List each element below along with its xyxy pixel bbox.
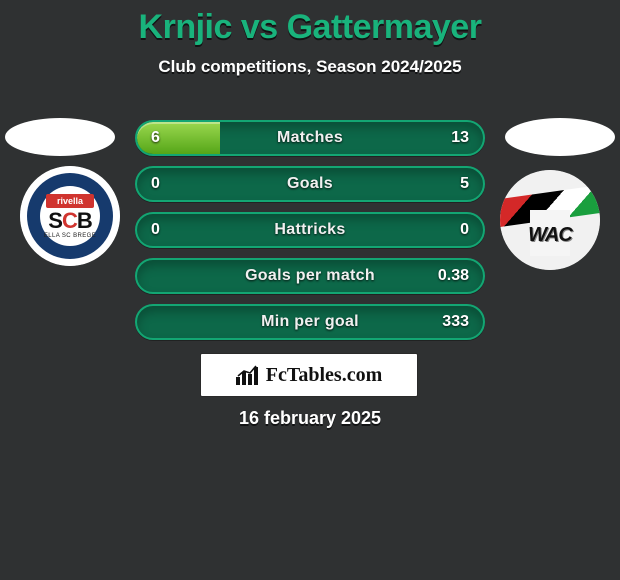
stat-bar: 0.38Goals per match: [135, 258, 485, 294]
branding-box[interactable]: FcTables.com: [200, 353, 418, 397]
stat-label: Goals: [137, 168, 483, 200]
club-abbrev-left: SCB: [48, 210, 91, 232]
player-photo-right: [505, 118, 615, 156]
club-badge-left: rivella SCB ELLA SC BREGE: [20, 166, 120, 266]
stat-bar: 00Hattricks: [135, 212, 485, 248]
brand-label: FcTables.com: [266, 364, 382, 387]
season-subtitle: Club competitions, Season 2024/2025: [0, 57, 620, 77]
stat-bars: 613Matches 05Goals 00Hattricks 0.38Goals pe…: [135, 120, 485, 350]
stat-label: Hattricks: [137, 214, 483, 246]
club-badge-right: WAC: [500, 170, 600, 270]
stat-label: Matches: [137, 122, 483, 154]
stat-bar: 05Goals: [135, 166, 485, 202]
stat-label: Min per goal: [137, 306, 483, 338]
club-abbrev-right: WAC: [500, 224, 600, 247]
bar-chart-icon: [236, 365, 260, 385]
page-title: Krnjic vs Gattermayer: [0, 0, 620, 47]
stat-bar: 333Min per goal: [135, 304, 485, 340]
club-subtext-left: ELLA SC BREGE: [44, 233, 96, 239]
stat-bar: 613Matches: [135, 120, 485, 156]
sponsor-label: rivella: [46, 194, 94, 208]
stat-label: Goals per match: [137, 260, 483, 292]
player-photo-left: [5, 118, 115, 156]
comparison-date: 16 february 2025: [0, 408, 620, 429]
